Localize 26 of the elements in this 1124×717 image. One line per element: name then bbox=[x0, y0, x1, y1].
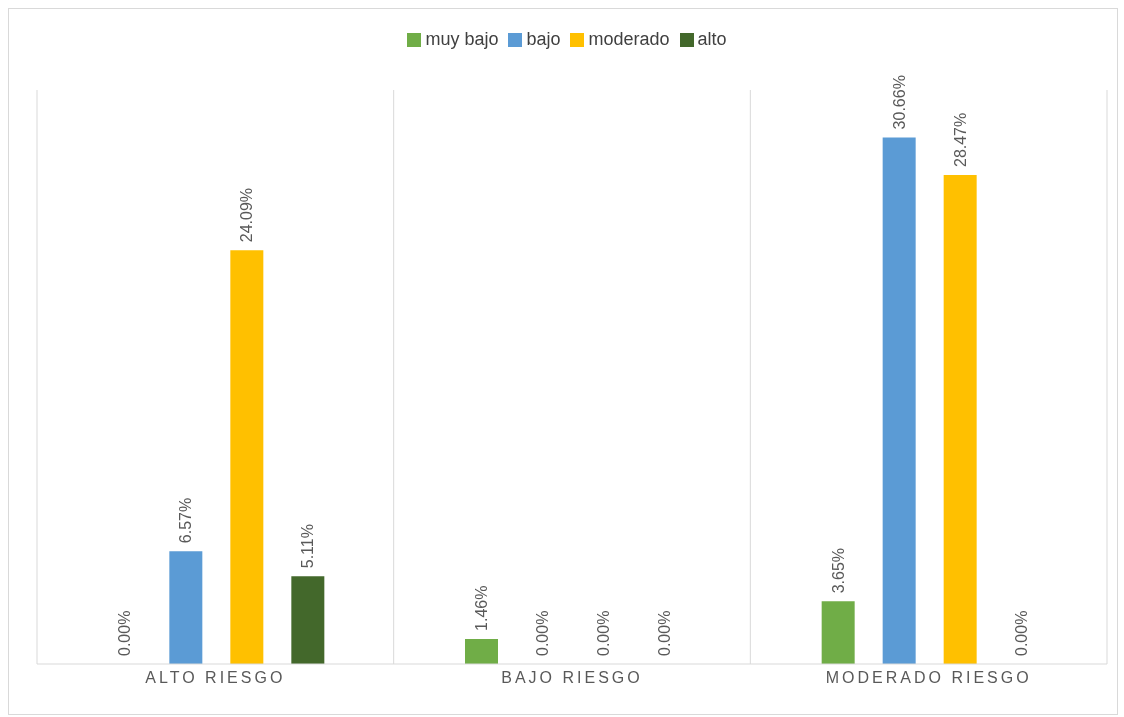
data-label: 0.00% bbox=[534, 610, 551, 656]
bar bbox=[882, 137, 916, 664]
data-label: 0.00% bbox=[1012, 610, 1030, 656]
data-label: 5.11% bbox=[299, 524, 317, 569]
bar bbox=[230, 250, 264, 664]
bar bbox=[465, 638, 498, 664]
data-label: 30.66% bbox=[890, 75, 908, 130]
data-label: 6.57% bbox=[177, 497, 195, 544]
data-label: 24.09% bbox=[238, 187, 256, 243]
data-label: 0.00% bbox=[656, 610, 673, 656]
legend-label: bajo bbox=[526, 29, 561, 49]
legend-label: moderado bbox=[588, 29, 670, 49]
data-label: 0.00% bbox=[116, 610, 134, 656]
bar bbox=[943, 175, 977, 664]
bar bbox=[169, 551, 203, 664]
bar bbox=[291, 576, 325, 664]
x-tick-label: BAJO RIESGO bbox=[501, 669, 643, 687]
data-label: 1.46% bbox=[473, 585, 490, 631]
data-label: 3.65% bbox=[829, 547, 847, 594]
x-tick-label: ALTO RIESGO bbox=[145, 669, 286, 687]
x-tick-label: MODERADO RIESGO bbox=[825, 669, 1032, 687]
legend-label: alto bbox=[697, 29, 727, 49]
bar bbox=[821, 601, 855, 664]
legend-label: muy bajo bbox=[425, 29, 499, 49]
data-label: 28.47% bbox=[951, 112, 969, 168]
data-label: 0.00% bbox=[595, 610, 612, 656]
